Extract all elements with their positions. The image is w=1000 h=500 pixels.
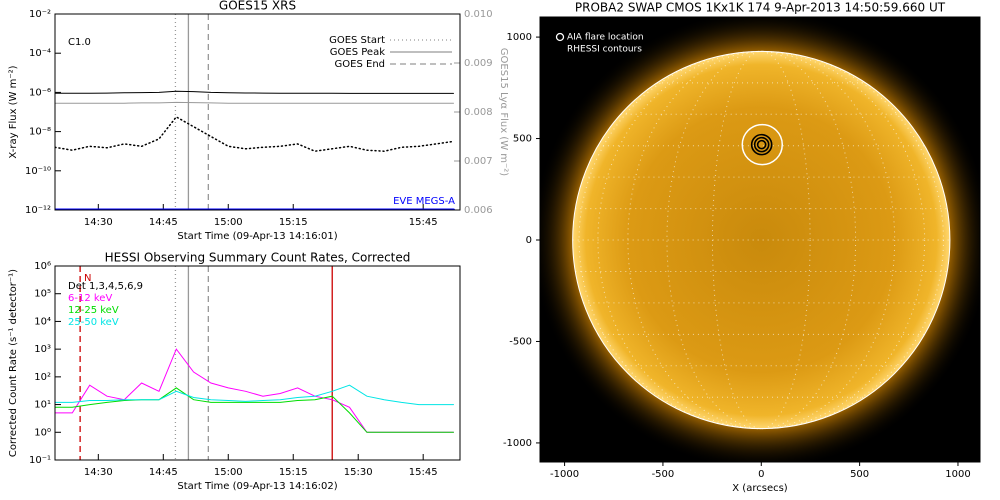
y2-tick-label: 0.007: [464, 156, 493, 167]
longitude-line: [578, 50, 944, 430]
chart-title: GOES15 XRS: [219, 0, 296, 13]
x-axis-label: Start Time (09-Apr-13 14:16:02): [177, 481, 337, 492]
solar-image: [540, 17, 980, 462]
x-tick-label: 14:45: [149, 467, 178, 478]
y-tick-label: 10⁻²: [29, 9, 51, 20]
y-axis-label: Corrected Count Rate (s⁻¹ detector⁻¹): [8, 269, 19, 457]
y-tick-label: 10⁶: [34, 261, 51, 272]
series-line: [55, 101, 454, 104]
legend-label: RHESSI contours: [567, 45, 642, 55]
contour: [753, 136, 770, 153]
x-tick-label: 14:30: [84, 467, 113, 478]
x-axis-label: X (arcsecs): [732, 483, 788, 494]
contour: [756, 139, 767, 150]
rhessi-contours: [750, 133, 773, 156]
y-tick-label: 10⁵: [34, 289, 51, 300]
y2-axis-label: GOES15 Lyα Flux (W m⁻²): [498, 48, 509, 176]
y2-tick-label: 0.008: [464, 107, 493, 118]
legend-label: GOES Peak: [330, 47, 385, 58]
x-tick-label: -1000: [550, 469, 579, 480]
x-tick-label: 14:45: [149, 217, 178, 228]
series-line: [55, 90, 454, 94]
chart-title: PROBA2 SWAP CMOS 1Kx1K 174 9-Apr-2013 14…: [575, 1, 946, 15]
y-tick-label: 10⁻⁴: [29, 48, 51, 59]
x-tick-label: 15:45: [409, 467, 438, 478]
x-tick-label: 15:00: [214, 217, 243, 228]
legend-label: 25-50 keV: [68, 317, 119, 328]
plot-frame: [54, 13, 461, 211]
chart-title: HESSI Observing Summary Count Rates, Cor…: [105, 251, 411, 265]
series-line: [55, 384, 454, 406]
solar-disk: [572, 51, 950, 429]
legend-symbol: [555, 44, 565, 54]
y-tick-label: 10⁴: [34, 316, 51, 327]
y-tick-label: 500: [513, 134, 532, 145]
contour: [750, 133, 773, 156]
x-tick-label: 1000: [945, 469, 970, 480]
chart-panel: HESSI Observing Summary Count Rates, Cor…: [8, 251, 461, 492]
y-tick-label: -500: [509, 336, 532, 347]
limb: [572, 50, 951, 430]
y-tick-label: 10¹: [34, 400, 51, 411]
x-axis-label: Start Time (09-Apr-13 14:16:01): [177, 231, 337, 242]
series-line: [55, 387, 454, 433]
x-tick-label: 15:00: [214, 467, 243, 478]
plot-frame: [539, 16, 981, 463]
y2-tick-label: 0.010: [464, 9, 493, 20]
y-tick-label: 10⁻⁶: [29, 87, 51, 98]
aia-flare-location: [741, 123, 784, 166]
x-tick-label: 14:30: [84, 217, 113, 228]
plot-area: [55, 14, 455, 210]
y-tick-label: 0: [526, 235, 532, 246]
y-tick-label: 10⁻⁸: [29, 127, 51, 138]
y-tick-label: -1000: [503, 438, 532, 449]
x-tick-label: 15:45: [409, 217, 438, 228]
annotation: Det 1,3,4,5,6,9: [68, 281, 143, 292]
x-tick-label: 0: [758, 469, 764, 480]
x-tick-label: 15:15: [279, 467, 308, 478]
legend-label: 12-25 keV: [68, 305, 119, 316]
y2-tick-label: 0.006: [464, 205, 493, 216]
legend-label: GOES End: [335, 59, 385, 70]
plot-frame: [54, 265, 461, 461]
annotation: N: [84, 273, 91, 284]
legend-label: AIA flare location: [567, 33, 644, 43]
y-tick-label: 10⁰: [34, 427, 51, 438]
chart-panel: GOES15 XRS 10⁻¹² 10⁻¹⁰ 10⁻⁸ 10⁻⁶ 10⁻⁴ 10⁻² 0.00…: [8, 0, 509, 242]
x-tick-label: 15:30: [344, 467, 373, 478]
series-line: [55, 115, 455, 152]
y-tick-label: 10⁻¹²: [25, 205, 51, 216]
annotation: C1.0: [68, 37, 91, 48]
y-tick-label: 10²: [34, 372, 51, 383]
legend-label: 6-12 keV: [68, 293, 112, 304]
legend-label: GOES Start: [329, 35, 385, 46]
legend-symbol: [555, 32, 565, 42]
longitude-line: [627, 50, 896, 430]
x-tick-label: 500: [850, 469, 869, 480]
series-label: EVE MEGS-A: [393, 196, 455, 207]
y2-tick-label: 0.009: [464, 58, 493, 69]
y-tick-label: 10⁻¹: [29, 455, 51, 466]
image-panel: PROBA2 SWAP CMOS 1Kx1K 174 9-Apr-2013 14…: [503, 1, 981, 494]
y-axis-label: X-ray Flux (W m⁻²): [8, 65, 19, 158]
y-tick-label: 1000: [507, 32, 532, 43]
series-line: [55, 348, 454, 433]
longitude-line: [711, 50, 811, 430]
plot-area: [55, 266, 454, 460]
x-tick-label: -500: [652, 469, 675, 480]
y-tick-label: 10⁻¹⁰: [25, 166, 51, 177]
x-tick-label: 15:15: [279, 217, 308, 228]
y-tick-label: 10³: [34, 344, 51, 355]
